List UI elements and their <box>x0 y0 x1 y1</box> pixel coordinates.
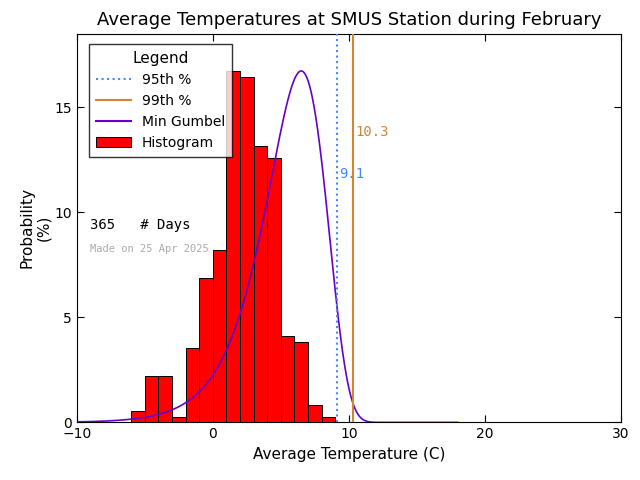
Text: 10.3: 10.3 <box>356 125 389 139</box>
Bar <box>199 278 212 422</box>
Bar <box>145 376 159 422</box>
Y-axis label: Probability
(%): Probability (%) <box>19 188 52 268</box>
Bar <box>253 146 268 422</box>
X-axis label: Average Temperature (C): Average Temperature (C) <box>253 447 445 462</box>
Text: Made on 25 Apr 2025: Made on 25 Apr 2025 <box>90 243 209 253</box>
Text: 9.1: 9.1 <box>339 168 364 181</box>
Bar <box>308 405 322 422</box>
Legend: 95th %, 99th %, Min Gumbel, Histogram: 95th %, 99th %, Min Gumbel, Histogram <box>89 45 232 157</box>
Title: Average Temperatures at SMUS Station during February: Average Temperatures at SMUS Station dur… <box>97 11 601 29</box>
Bar <box>186 348 199 422</box>
Bar <box>322 417 335 422</box>
Bar <box>294 342 308 422</box>
Bar <box>159 376 172 422</box>
Text: 365   # Days: 365 # Days <box>90 218 191 232</box>
Bar <box>268 157 281 422</box>
Bar <box>131 411 145 422</box>
Bar <box>212 250 227 422</box>
Bar <box>281 336 294 422</box>
Bar <box>227 71 240 422</box>
Bar <box>240 77 253 422</box>
Bar <box>172 417 186 422</box>
